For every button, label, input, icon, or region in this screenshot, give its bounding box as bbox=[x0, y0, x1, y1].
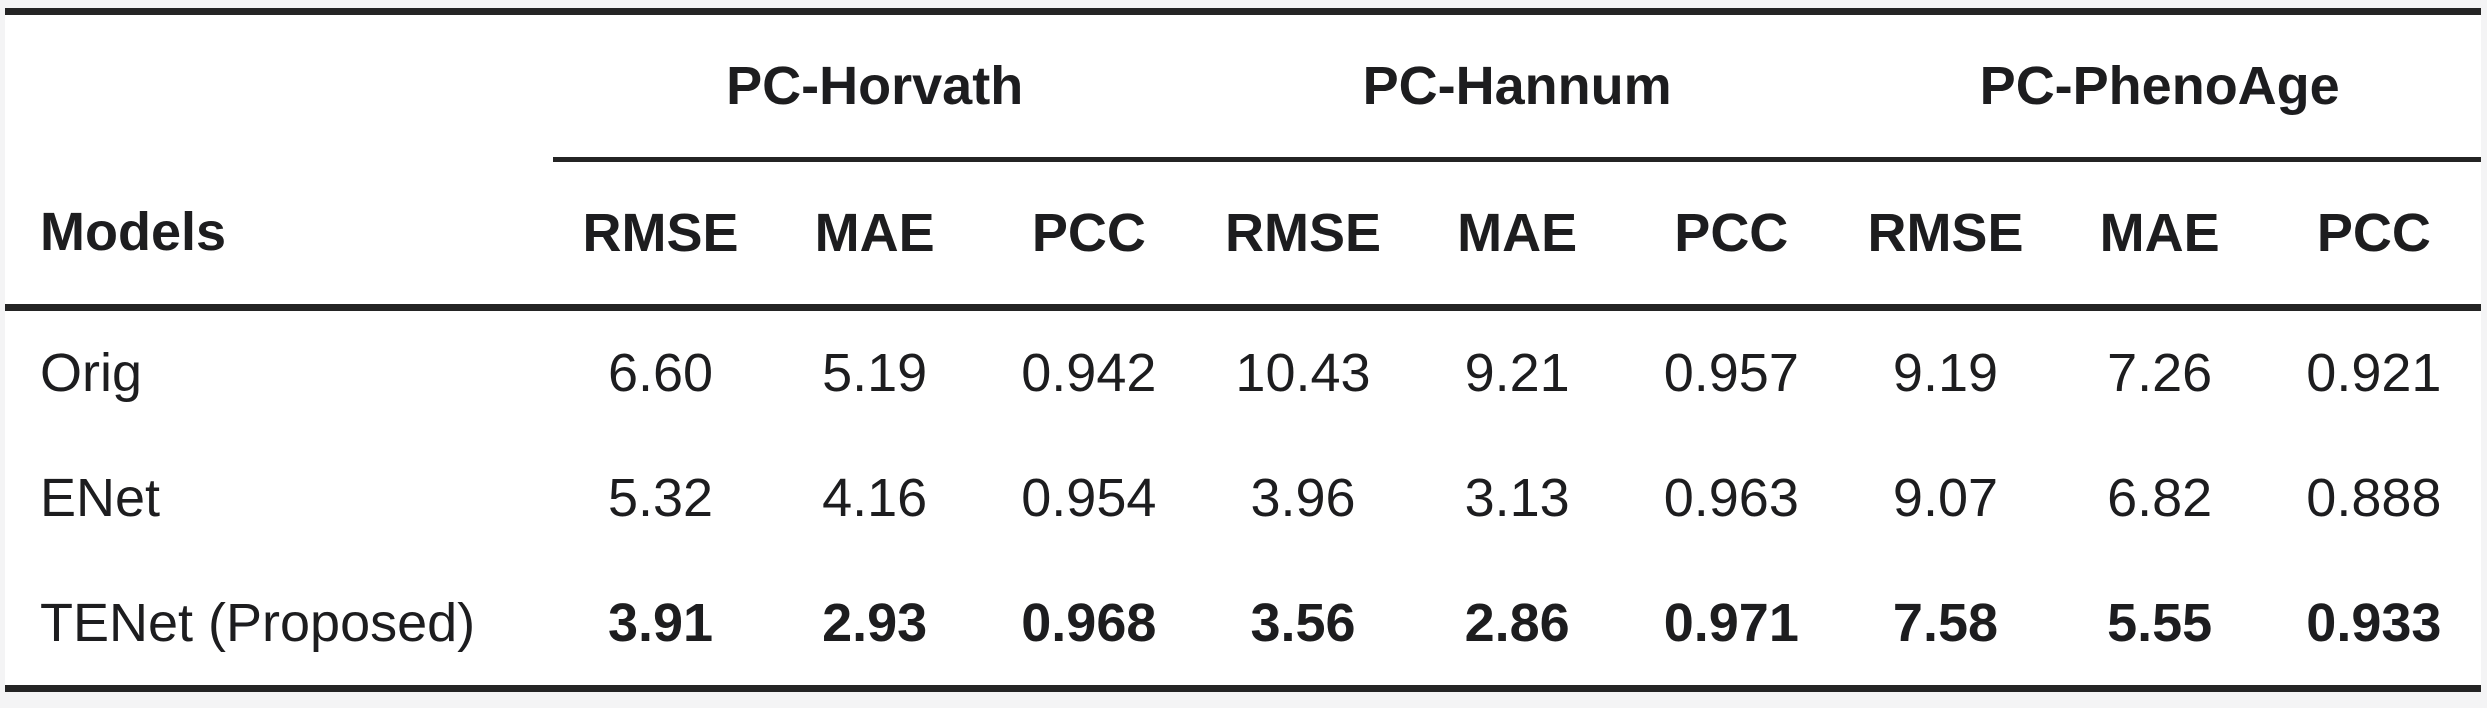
metric-value-cell: 2.93 bbox=[767, 561, 982, 692]
metric-value-cell: 0.963 bbox=[1663, 468, 1799, 528]
metric-value-cell: 9.21 bbox=[1464, 342, 1570, 403]
metric-header-pcc: PCC bbox=[981, 159, 1196, 311]
table-row-tenet-proposed: TENet (Proposed) 3.91 2.93 0.968 3.56 2.… bbox=[5, 561, 2481, 692]
metric-value-cell: 3.91 bbox=[553, 561, 768, 692]
metric-value-cell: 5.55 bbox=[2052, 561, 2267, 692]
metric-value-cell: 9.07 bbox=[1892, 468, 1999, 528]
group-header-pc-phenoage: PC-PhenoAge bbox=[1838, 8, 2481, 162]
model-name-cell: Orig bbox=[40, 342, 143, 403]
metric-value-cell: 6.82 bbox=[2107, 468, 2213, 528]
metric-value-cell: 6.60 bbox=[607, 342, 714, 403]
metric-value-cell: 5.19 bbox=[822, 342, 928, 403]
metric-value-cell: 4.16 bbox=[822, 468, 928, 528]
metric-value-cell: 3.13 bbox=[1464, 468, 1570, 528]
metric-value-cell: 3.96 bbox=[1250, 468, 1356, 528]
metric-value-cell: 7.58 bbox=[1838, 561, 2053, 692]
metric-value-cell: 0.971 bbox=[1624, 561, 1839, 692]
metric-header-pcc: PCC bbox=[1624, 159, 1839, 311]
metric-value-cell: 0.921 bbox=[2306, 342, 2442, 403]
metric-value-cell: 0.968 bbox=[981, 561, 1196, 692]
metric-value-cell: 0.942 bbox=[1021, 342, 1157, 403]
metric-header-row: Models RMSE MAE PCC RMSE MAE PCC RMSE MA… bbox=[5, 159, 2481, 311]
model-name-cell: TENet (Proposed) bbox=[5, 561, 554, 692]
group-header-row: PC-Horvath PC-Hannum PC-PhenoAge bbox=[5, 8, 2481, 162]
metric-value-cell: 2.86 bbox=[1410, 561, 1625, 692]
metric-value-cell: 3.56 bbox=[1195, 561, 1411, 692]
metric-value-cell: 0.888 bbox=[2306, 468, 2442, 528]
metric-value-cell: 10.43 bbox=[1235, 342, 1371, 403]
metric-value-cell: 9.19 bbox=[1892, 342, 1999, 403]
metric-header-rmse: RMSE bbox=[553, 159, 768, 311]
table-row-enet: ENet 5.32 4.16 0.954 3.96 3.13 0.963 9.0… bbox=[5, 435, 2481, 562]
metric-value-cell: 0.957 bbox=[1663, 342, 1799, 403]
metric-header-mae: MAE bbox=[1410, 159, 1625, 311]
metric-header-pcc: PCC bbox=[2266, 159, 2481, 311]
model-name-cell: ENet bbox=[40, 468, 161, 528]
metric-header-rmse: RMSE bbox=[1838, 159, 2053, 311]
metric-header-mae: MAE bbox=[2052, 159, 2267, 311]
metric-header-rmse: RMSE bbox=[1195, 159, 1411, 311]
group-header-pc-horvath: PC-Horvath bbox=[553, 8, 1196, 162]
metric-value-cell: 5.32 bbox=[607, 468, 714, 528]
group-header-pc-hannum: PC-Hannum bbox=[1195, 8, 1839, 162]
metric-value-cell: 0.933 bbox=[2266, 561, 2481, 692]
models-column-header: Models bbox=[5, 159, 554, 311]
table-row-orig: Orig 6.60 5.19 0.942 10.43 9.21 0.957 9.… bbox=[5, 308, 2481, 435]
metric-value-cell: 7.26 bbox=[2107, 342, 2213, 403]
metric-header-mae: MAE bbox=[767, 159, 982, 311]
corner-cell bbox=[5, 8, 554, 160]
results-table: PC-Horvath PC-Hannum PC-PhenoAge Models … bbox=[5, 8, 2481, 692]
metric-value-cell: 0.954 bbox=[1021, 468, 1157, 528]
